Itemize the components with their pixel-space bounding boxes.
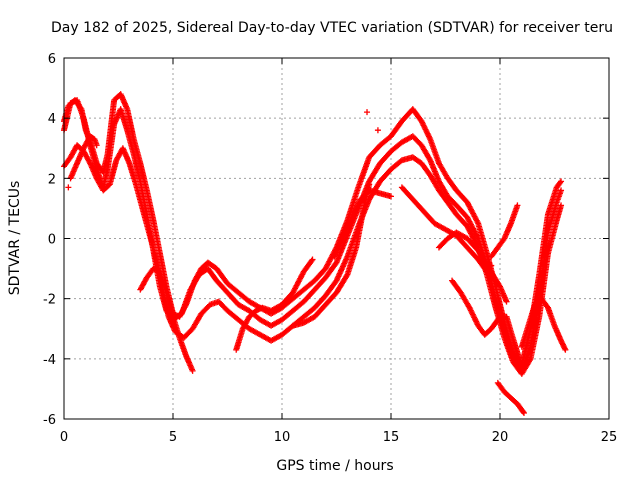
data-point [558,187,565,194]
series-arc-6 [289,181,373,329]
x-tick-label: 25 [601,430,618,445]
y-tick-label: 0 [48,233,56,248]
x-tick-label: 0 [60,430,68,445]
series-arc-7 [331,187,394,260]
axis-ticks [63,57,610,420]
data-point [557,179,564,186]
data-point [520,409,527,416]
x-tick-label: 5 [169,430,177,445]
isolated-point [488,262,495,269]
y-tick-label: -4 [43,353,56,368]
series-arc-12 [518,295,569,353]
series-arc-14 [67,133,100,182]
tick-labels: 0 5 10 15 20 25 -6 -4 -2 0 2 4 6 [43,52,617,445]
data-point [309,256,316,263]
data-point [558,178,565,185]
data-point [86,158,93,165]
data-point [503,298,510,305]
y-tick-label: 2 [48,172,56,187]
series-arc-8 [398,184,501,287]
y-tick-label: 4 [48,112,56,127]
data-point [189,367,196,374]
series-arc-10 [449,277,525,371]
data-point [514,202,521,209]
data-point [558,202,565,209]
chart-title: Day 182 of 2025, Sidereal Day-to-day VTE… [51,20,613,36]
series-arc-5 [233,256,316,353]
x-tick-label: 15 [383,430,400,445]
series-arc-11 [494,379,527,416]
y-axis-label: SDTVAR / TECUs [7,181,23,296]
y-tick-label: -6 [43,413,56,428]
series-arc-13 [488,202,521,260]
x-tick-label: 10 [274,430,291,445]
data-point [520,408,527,415]
data-point [562,346,569,353]
isolated-points [65,109,495,269]
y-tick-label: -2 [43,293,56,308]
data-point [308,257,315,264]
data-points [61,91,569,416]
y-tick-label: 6 [48,52,56,67]
series-arc-9 [435,229,510,305]
series-arc-4 [137,265,196,374]
isolated-point [65,184,72,191]
x-axis-label: GPS time / hours [276,458,393,474]
data-point [343,272,350,279]
data-point [93,142,100,149]
isolated-point [364,109,371,116]
x-tick-label: 20 [492,430,509,445]
isolated-point [374,127,381,134]
data-point [388,193,394,200]
data-point [366,181,373,188]
data-point [518,364,525,371]
